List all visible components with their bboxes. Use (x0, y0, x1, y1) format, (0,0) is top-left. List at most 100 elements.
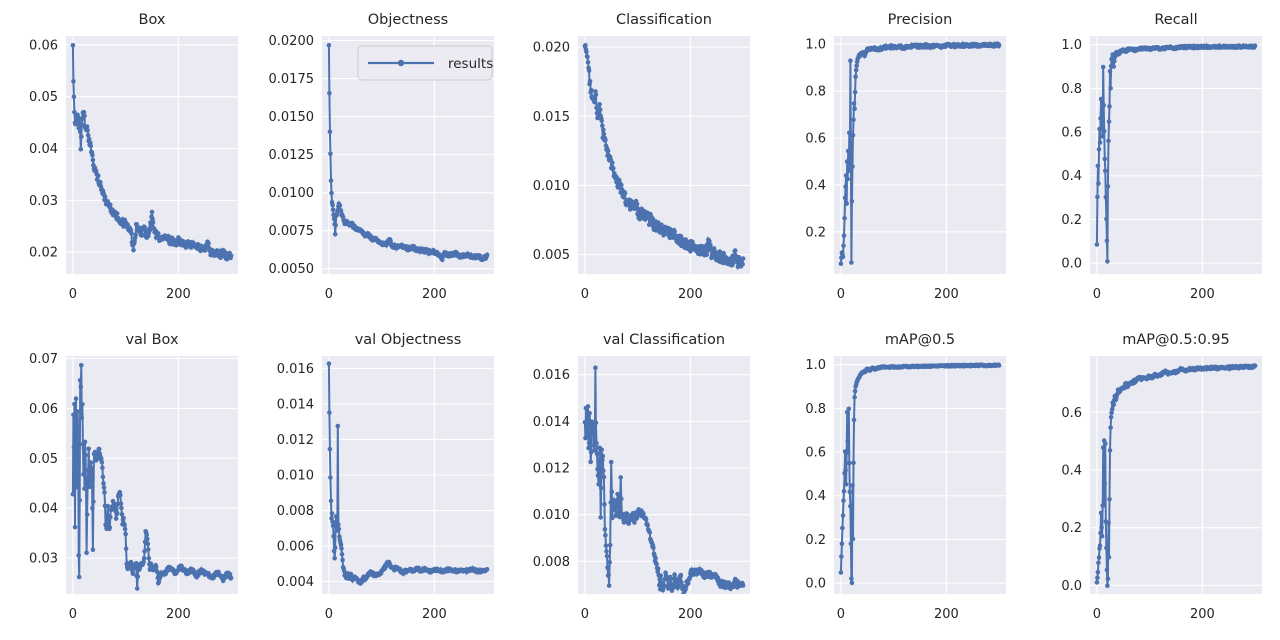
data-point-marker (148, 561, 154, 566)
data-point-marker (842, 195, 848, 201)
data-point-marker (717, 249, 723, 254)
data-point-marker (598, 515, 603, 520)
data-point-marker (602, 502, 607, 507)
data-point-marker (609, 489, 615, 495)
data-point-marker (149, 209, 155, 215)
data-point-marker (606, 583, 612, 588)
data-point-marker (105, 503, 110, 509)
data-point-marker (602, 527, 608, 532)
data-point-marker (850, 164, 855, 169)
data-point-marker (844, 201, 849, 206)
y-tick-label: 0.014 (277, 397, 314, 412)
x-tick-label: 200 (1190, 287, 1215, 302)
data-point-marker (584, 423, 589, 429)
data-point-marker (70, 492, 76, 497)
data-point-marker (597, 102, 602, 107)
x-tick-label: 200 (678, 287, 703, 302)
data-point-marker (687, 575, 693, 580)
data-point-marker (596, 462, 602, 467)
data-point-marker (119, 505, 124, 511)
results-series (326, 361, 490, 586)
data-point-marker (81, 472, 86, 477)
data-point-marker (597, 107, 603, 112)
plot-area: 0.0 0.2 0.4 0.6 0.8 1.0 0 200 (805, 356, 1006, 622)
data-point-marker (90, 547, 96, 552)
data-point-marker (621, 195, 627, 200)
data-point-marker (643, 517, 649, 522)
data-point-marker (1094, 580, 1100, 585)
data-point-marker (1098, 116, 1103, 121)
data-point-marker (122, 522, 127, 528)
data-point-marker (83, 452, 88, 458)
data-point-marker (1098, 510, 1104, 516)
data-point-marker (848, 541, 854, 546)
data-point-marker (595, 466, 600, 472)
results-series (838, 362, 1002, 586)
subplot-title: mAP@0.5 (884, 332, 956, 348)
data-point-marker (102, 490, 107, 495)
x-tick-label: 0 (837, 607, 845, 622)
data-point-marker (619, 496, 624, 502)
data-point-marker (844, 410, 850, 415)
data-point-marker (588, 459, 593, 465)
y-tick-label: 0.6 (805, 132, 826, 147)
data-point-marker (1106, 119, 1112, 124)
data-point-marker (839, 541, 845, 547)
data-point-marker (328, 178, 334, 183)
data-point-marker (118, 493, 123, 498)
data-point-marker (78, 146, 84, 152)
data-point-marker (707, 239, 712, 244)
data-point-marker (330, 207, 336, 213)
data-point-marker (1096, 560, 1101, 566)
data-point-marker (598, 485, 604, 491)
data-point-marker (145, 541, 151, 547)
data-point-marker (603, 543, 609, 548)
data-point-marker (1101, 503, 1106, 508)
x-tick-label: 200 (1190, 607, 1215, 622)
subplot-title: Box (138, 12, 166, 28)
data-point-marker (678, 572, 684, 578)
data-point-marker (76, 553, 81, 558)
data-point-marker (71, 94, 77, 100)
data-point-marker (730, 261, 736, 266)
data-point-marker (100, 465, 105, 470)
data-point-marker (610, 160, 615, 165)
subplot-title: val Objectness (354, 332, 462, 348)
y-tick-label: 0.0200 (269, 34, 315, 49)
data-point-marker (75, 409, 80, 414)
data-point-marker (851, 460, 856, 465)
y-tick-label: 0.6 (1061, 406, 1082, 421)
data-point-marker (77, 378, 83, 383)
data-point-marker (841, 233, 847, 238)
data-point-marker (1099, 525, 1104, 530)
data-point-marker (87, 484, 92, 489)
y-tick-label: 0.006 (277, 540, 314, 555)
data-point-marker (610, 515, 615, 521)
data-point-marker (331, 533, 336, 539)
data-point-marker (852, 388, 858, 394)
data-point-marker (79, 363, 84, 368)
data-point-marker (1109, 406, 1115, 412)
data-point-marker (632, 520, 637, 525)
data-point-marker (71, 79, 76, 84)
data-point-marker (1106, 520, 1111, 526)
subplot-objectness: Objectness 0.0050 0.0075 0.0100 0.0125 0.015… (256, 0, 512, 320)
y-tick-label: 0.015 (533, 110, 570, 125)
x-tick-label: 0 (581, 607, 589, 622)
data-point-marker (608, 459, 614, 465)
data-point-marker (84, 124, 90, 129)
subplot-map50: mAP@0.5 0.0 0.2 0.4 0.6 0.8 1.0 0 200 (768, 320, 1024, 640)
data-point-marker (847, 489, 853, 495)
data-point-marker (597, 472, 603, 478)
data-point-marker (484, 567, 490, 572)
y-tick-label: 0.2 (805, 533, 826, 548)
data-point-marker (1095, 569, 1101, 575)
x-tick-label: 0 (1093, 607, 1101, 622)
data-point-marker (606, 572, 611, 578)
data-point-marker (847, 130, 852, 136)
y-tick-label: 0.0 (1061, 579, 1082, 594)
data-point-marker (121, 515, 126, 521)
data-point-marker (77, 129, 83, 135)
data-point-marker (76, 574, 82, 580)
